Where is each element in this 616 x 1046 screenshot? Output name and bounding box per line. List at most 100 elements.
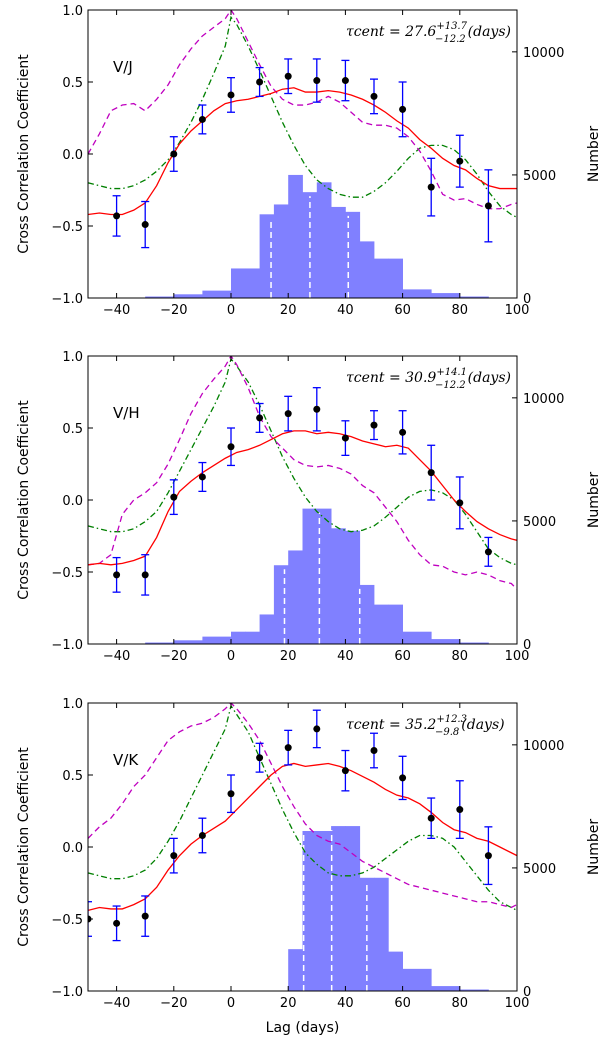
data-point: [399, 774, 407, 782]
histogram-bar: [388, 604, 403, 644]
histogram-bar: [202, 636, 232, 644]
x-tick-label: 100: [505, 649, 530, 664]
histogram-bar: [359, 584, 375, 644]
tau-centroid-label: τcent = 27.6+13.7 −12.2 (days): [346, 21, 511, 45]
y2-tick-label: 10000: [523, 46, 564, 61]
histogram-bar: [273, 204, 289, 298]
data-point: [399, 428, 407, 436]
y2-tick-label: 5000: [523, 862, 556, 877]
data-point: [141, 221, 149, 229]
data-point: [456, 157, 464, 165]
x-tick-label: 80: [452, 649, 469, 664]
tau-upper-error: +12.3: [436, 714, 467, 725]
histogram-bar: [402, 289, 432, 298]
dashed-series-line: [88, 10, 517, 210]
dashdot-series-line: [88, 357, 517, 566]
tau-main: τcent = 27.6: [346, 24, 436, 40]
histogram-bar: [388, 258, 403, 298]
x-tick-label: 60: [394, 996, 411, 1011]
y-tick-label: 1.0: [62, 697, 83, 712]
tau-centroid-label: τcent = 35.2+12.3 −9.8 (days): [346, 714, 505, 738]
y-tick-label: 0.5: [62, 422, 83, 437]
dashdot-series-line: [88, 704, 517, 911]
histogram-bar: [145, 642, 175, 644]
data-point: [227, 443, 235, 451]
data-point: [341, 767, 349, 775]
data-point: [284, 410, 292, 418]
data-point: [113, 212, 121, 220]
x-tick-label: 0: [227, 649, 235, 664]
histogram-bar: [245, 268, 260, 298]
data-point: [313, 405, 321, 413]
data-point: [170, 150, 178, 158]
histogram-bar: [316, 508, 332, 644]
ccf-series-line: [88, 430, 517, 566]
y-axis-title: Cross Correlation Coefficient: [16, 747, 32, 947]
tau-centroid-label: τcent = 30.9+14.1 −12.2 (days): [346, 367, 511, 391]
y2-axis-title: Number: [586, 819, 602, 875]
data-point: [256, 754, 264, 762]
dashdot-series-line: [88, 15, 517, 218]
data-point: [484, 548, 492, 556]
x-tick-label: 20: [280, 996, 297, 1011]
histogram-bar: [173, 640, 203, 644]
data-point: [370, 747, 378, 755]
data-point: [198, 473, 206, 481]
plot-area: [88, 10, 517, 298]
data-point: [170, 493, 178, 501]
y2-tick-label: 5000: [523, 169, 556, 184]
y-axis-title: Cross Correlation Coefficient: [16, 54, 32, 254]
y-tick-label: −0.5: [51, 913, 83, 928]
histogram-bar: [345, 530, 361, 644]
y2-tick-label: 0: [523, 292, 531, 307]
ccf-series-line: [88, 762, 517, 911]
data-point: [456, 806, 464, 814]
data-point: [370, 421, 378, 429]
histogram-bar: [302, 831, 318, 991]
histogram-bar: [316, 831, 332, 991]
y2-tick-label: 10000: [523, 739, 564, 754]
histogram-bar: [374, 604, 389, 644]
x-tick-label: 0: [227, 996, 235, 1011]
histogram-bar: [316, 182, 332, 298]
x-tick-label: −40: [103, 996, 130, 1011]
histogram-bar: [374, 258, 389, 298]
data-point: [113, 571, 121, 579]
data-point: [256, 78, 264, 86]
data-point: [484, 852, 492, 860]
panel-v-h: −40 −20 0 20 40 60 80 100 −1.0 −0.5 0.0 0.5 1.0 0 5000…: [16, 350, 602, 664]
histogram-bar: [431, 986, 461, 991]
y2-axis-title: Number: [586, 472, 602, 528]
y-tick-label: −1.0: [51, 985, 83, 1000]
x-tick-label: 40: [337, 996, 354, 1011]
histogram-bar: [273, 565, 289, 644]
x-tick-label: 80: [452, 303, 469, 318]
x-tick-label: 80: [452, 996, 469, 1011]
x-tick-label: −20: [160, 303, 187, 318]
panel-label: V/H: [113, 404, 140, 422]
y2-tick-label: 5000: [523, 515, 556, 530]
y2-tick-label: 0: [523, 985, 531, 1000]
x-tick-label: 60: [394, 303, 411, 318]
histogram-bar: [202, 290, 232, 298]
y-tick-label: 0.5: [62, 76, 83, 91]
data-point: [427, 469, 435, 477]
histogram-bar: [231, 631, 246, 644]
data-point: [227, 91, 235, 99]
x-axis-title: Lag (days): [266, 1020, 340, 1036]
x-tick-label: −20: [160, 649, 187, 664]
histogram-bar: [388, 951, 403, 991]
data-point: [484, 202, 492, 210]
y-tick-label: −0.5: [51, 566, 83, 581]
data-point: [141, 912, 149, 920]
histogram-bar: [288, 949, 303, 991]
histogram-bar: [173, 294, 203, 298]
x-tick-label: 40: [337, 303, 354, 318]
y2-tick-label: 0: [523, 638, 531, 653]
histogram-bar: [245, 631, 260, 644]
data-point: [313, 725, 321, 733]
y-tick-label: 0.0: [62, 494, 83, 509]
y-tick-label: 0.0: [62, 841, 83, 856]
x-tick-label: 60: [394, 649, 411, 664]
plot-area: [88, 703, 517, 991]
